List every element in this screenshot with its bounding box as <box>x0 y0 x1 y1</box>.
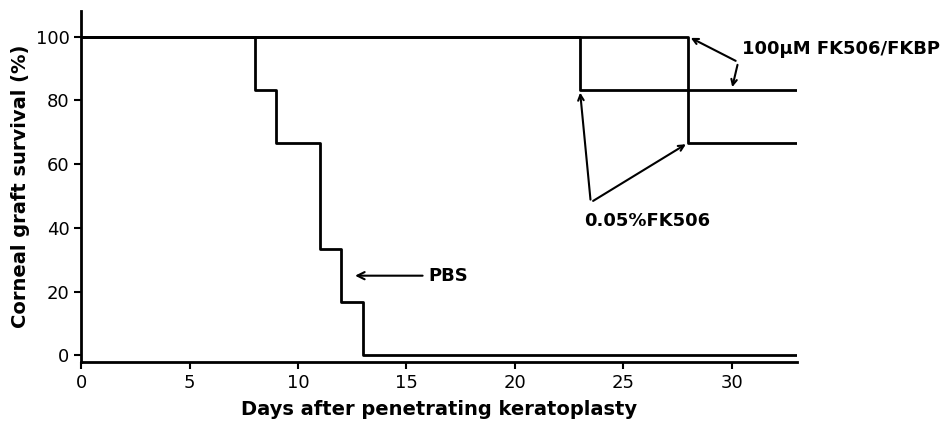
Text: PBS: PBS <box>357 267 468 285</box>
X-axis label: Days after penetrating keratoplasty: Days after penetrating keratoplasty <box>241 400 637 419</box>
Text: 0.05%FK506: 0.05%FK506 <box>584 212 711 230</box>
Text: 100μM FK506/FKBP: 100μM FK506/FKBP <box>743 40 940 58</box>
Y-axis label: Corneal graft survival (%): Corneal graft survival (%) <box>11 45 30 328</box>
